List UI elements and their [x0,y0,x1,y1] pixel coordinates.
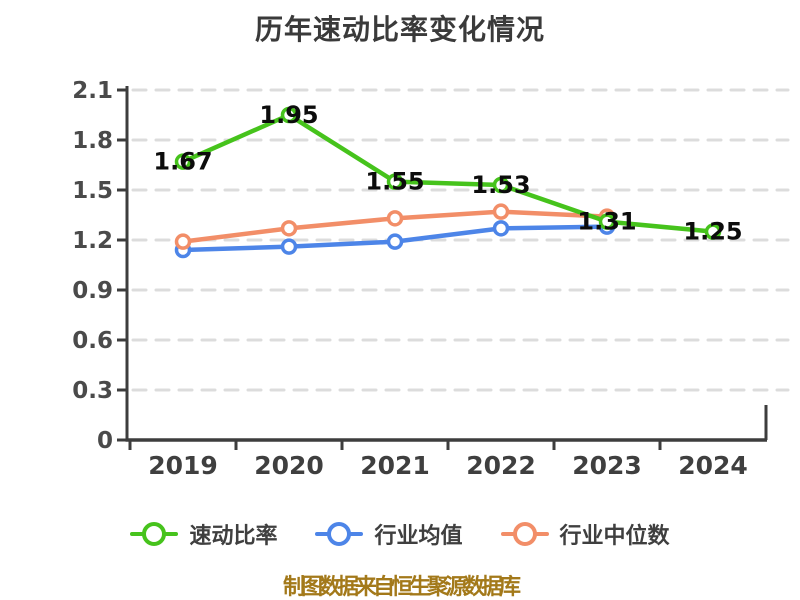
data-point-industry-median [280,220,298,237]
legend-item-industry-avg[interactable]: 行业均值 [315,518,463,550]
data-point-quick-ratio [280,106,298,124]
data-label-quick-ratio: 1.25 [683,218,742,246]
data-point-industry-median [492,203,510,220]
x-tick-label: 2020 [254,451,324,480]
data-label-quick-ratio: 1.53 [471,171,530,199]
y-tick-label: 2.1 [72,78,113,104]
series-line-quick-ratio [180,112,716,234]
x-tick-label: 2021 [360,451,430,480]
data-point-industry-median [174,233,192,250]
legend-label-industry-avg: 行业均值 [374,524,463,549]
data-point-quick-ratio [704,223,722,240]
y-tick-label: 0.3 [72,378,113,404]
data-point-industry-avg [492,220,510,237]
data-label-quick-ratio: 1.55 [365,168,424,196]
y-tick-label: 0 [97,428,113,454]
data-point-industry-median [386,210,404,227]
data-label-quick-ratio: 1.31 [577,208,636,236]
data-point-quick-ratio [492,176,510,194]
data-label-quick-ratio: 1.67 [153,148,212,176]
x-tick-label: 2023 [572,451,642,480]
footer-note: 制图数据来自恒生聚源数据库 [282,575,521,600]
data-point-industry-avg [386,233,404,250]
page-title: 历年速动比率变化情况 [254,13,545,46]
x-tick-label: 2022 [466,451,536,480]
legend: 速动比率 行业均值 行业中位数 [0,518,800,550]
legend-item-quick-ratio[interactable]: 速动比率 [130,518,277,550]
y-tick-label: 1.2 [72,228,113,254]
x-tick-label: 2019 [148,451,218,480]
legend-marker-icon [500,522,549,546]
legend-marker-icon [130,522,179,546]
y-tick-label: 0.9 [72,278,113,304]
y-tick-label: 0.6 [72,328,113,354]
legend-label-industry-median: 行业中位数 [559,524,670,549]
data-point-industry-avg [280,238,298,255]
y-tick-label: 1.8 [72,128,113,154]
x-tick-label: 2024 [678,451,748,480]
legend-marker-icon [315,522,364,546]
y-tick-label: 1.5 [72,178,113,204]
legend-label-quick-ratio: 速动比率 [189,524,278,549]
legend-item-industry-median[interactable]: 行业中位数 [500,518,670,550]
data-point-quick-ratio [598,213,616,230]
data-point-quick-ratio [174,153,192,170]
data-label-quick-ratio: 1.95 [259,101,318,129]
data-point-quick-ratio [386,173,404,190]
